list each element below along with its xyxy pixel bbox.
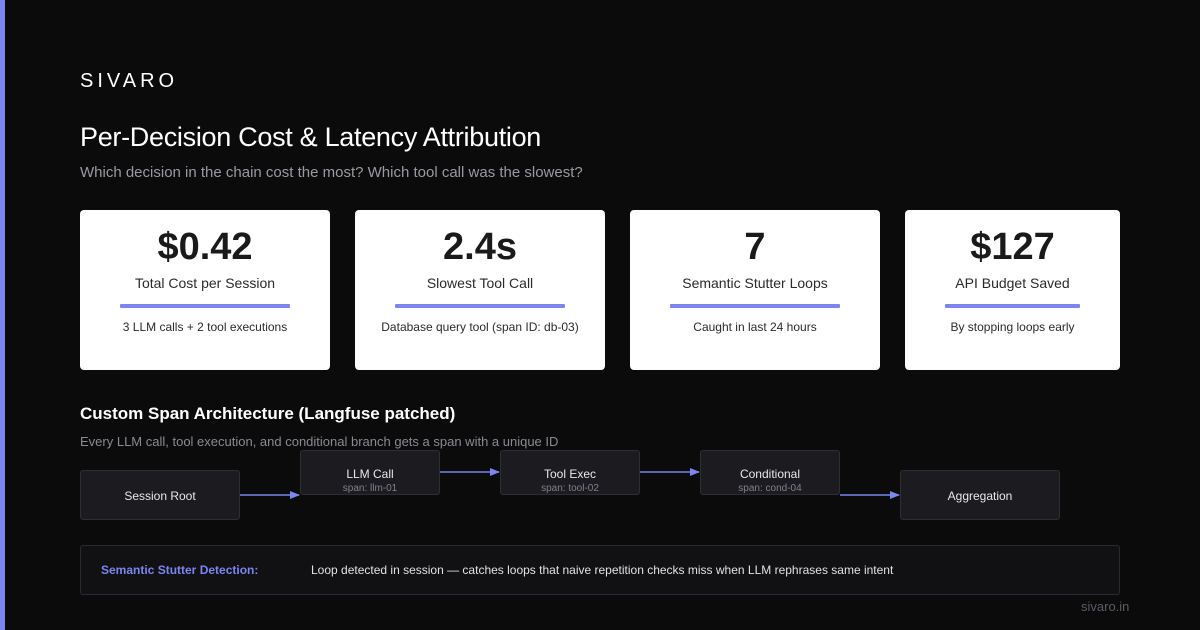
span-node-aggregation: Aggregation bbox=[900, 470, 1060, 520]
node-span-id: span: tool-02 bbox=[541, 483, 599, 494]
metric-label: Semantic Stutter Loops bbox=[682, 275, 828, 291]
metric-value: $0.42 bbox=[157, 226, 253, 268]
architecture-subtitle: Every LLM call, tool execution, and cond… bbox=[80, 434, 559, 449]
span-node-tool-exec: Tool Exec span: tool-02 bbox=[500, 450, 640, 495]
span-node-session-root: Session Root bbox=[80, 470, 240, 520]
banner-text: Loop detected in session — catches loops… bbox=[311, 563, 894, 577]
node-name: Session Root bbox=[124, 489, 196, 503]
metric-description: 3 LLM calls + 2 tool executions bbox=[122, 320, 288, 334]
span-node-llm-call: LLM Call span: llm-01 bbox=[300, 450, 440, 495]
metric-divider bbox=[120, 304, 290, 308]
metric-divider bbox=[945, 304, 1080, 308]
metric-description: Database query tool (span ID: db-03) bbox=[381, 320, 579, 334]
metric-value: 7 bbox=[744, 226, 766, 268]
metric-divider bbox=[670, 304, 840, 308]
node-name: Conditional bbox=[739, 467, 801, 481]
stutter-detection-banner: Semantic Stutter Detection: Loop detecte… bbox=[80, 545, 1120, 595]
metric-label: Total Cost per Session bbox=[134, 275, 276, 291]
banner-label: Semantic Stutter Detection: bbox=[101, 563, 259, 577]
metric-divider bbox=[395, 304, 565, 308]
span-node-conditional: Conditional span: cond-04 bbox=[700, 450, 840, 495]
node-name: LLM Call bbox=[346, 467, 394, 481]
metric-card-slowest-tool: 2.4s Slowest Tool Call Database query to… bbox=[355, 210, 605, 370]
node-name: Tool Exec bbox=[543, 467, 597, 481]
metric-card-stutter-loops: 7 Semantic Stutter Loops Caught in last … bbox=[630, 210, 880, 370]
architecture-title: Custom Span Architecture (Langfuse patch… bbox=[80, 404, 456, 423]
metric-card-total-cost: $0.42 Total Cost per Session 3 LLM calls… bbox=[80, 210, 330, 370]
metric-card-budget-saved: $127 API Budget Saved By stopping loops … bbox=[905, 210, 1120, 370]
node-span-id: span: cond-04 bbox=[738, 483, 802, 494]
metric-description: By stopping loops early bbox=[950, 320, 1075, 334]
footer-url: sivaro.in bbox=[1081, 599, 1130, 614]
metric-description: Caught in last 24 hours bbox=[693, 320, 817, 334]
metric-label: Slowest Tool Call bbox=[426, 275, 534, 291]
page-subtitle: Which decision in the chain cost the mos… bbox=[80, 164, 583, 181]
left-accent-bar bbox=[0, 0, 5, 630]
brand-logo: SIVARO bbox=[80, 70, 179, 92]
page-title: Per-Decision Cost & Latency Attribution bbox=[80, 122, 542, 152]
metric-value: 2.4s bbox=[443, 226, 517, 268]
metric-label: API Budget Saved bbox=[955, 275, 1070, 291]
node-span-id: span: llm-01 bbox=[342, 483, 398, 494]
node-name: Aggregation bbox=[947, 489, 1013, 503]
metric-value: $127 bbox=[970, 226, 1055, 268]
